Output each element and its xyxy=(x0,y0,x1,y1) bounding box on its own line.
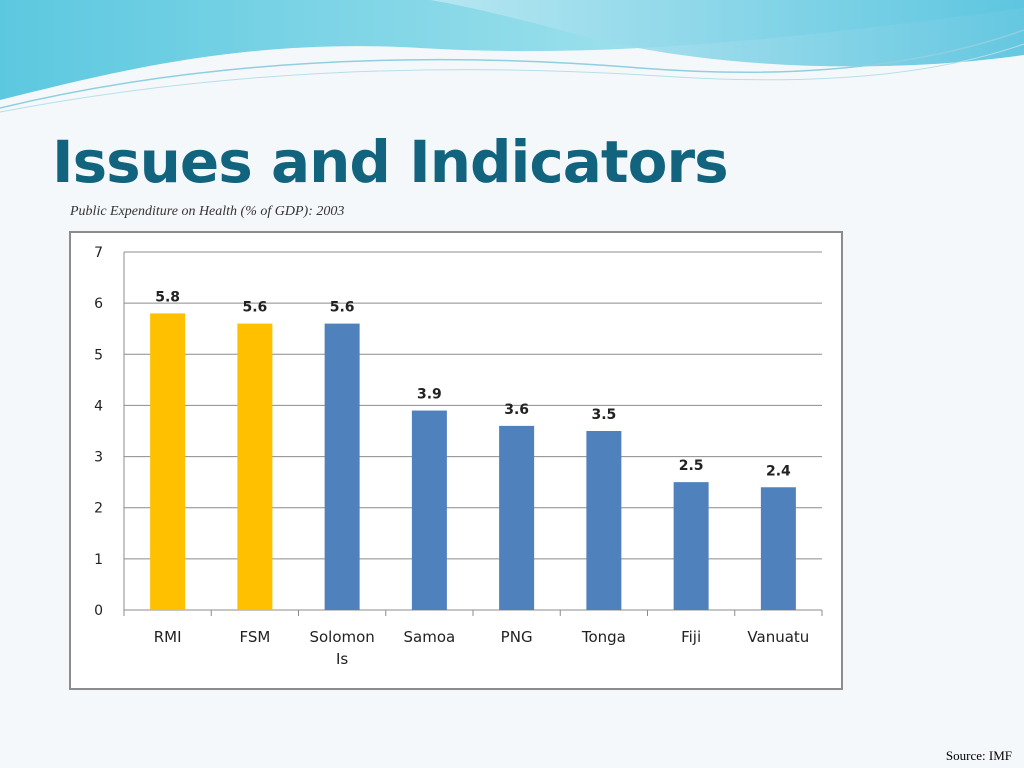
bar-value-label: 3.9 xyxy=(417,387,442,403)
slide-title: Issues and Indicators xyxy=(52,128,729,196)
bar xyxy=(324,323,360,610)
y-tick-label: 4 xyxy=(94,398,103,414)
x-category-label: Samoa xyxy=(404,628,456,646)
bar-value-label: 5.8 xyxy=(155,289,180,305)
bar-value-label: 3.5 xyxy=(591,407,616,423)
y-tick-label: 7 xyxy=(94,245,103,261)
y-tick-label: 2 xyxy=(94,501,103,517)
bar-value-label: 3.6 xyxy=(504,402,529,418)
x-category-label: FSM xyxy=(239,628,270,646)
bar xyxy=(499,425,535,610)
y-tick-label: 6 xyxy=(94,296,103,312)
bar xyxy=(150,313,186,610)
bar xyxy=(411,410,447,610)
x-category-label: RMI xyxy=(154,628,182,646)
y-tick-label: 1 xyxy=(94,552,103,568)
chart-area: 0 1 2 3 4 5 6 7 5.8 RMI 5.6 FSM 5.6 Solomon Is 3.9 Samoa… xyxy=(69,231,843,690)
x-category-label: Vanuatu xyxy=(747,628,809,646)
x-category-label: Solomon Is xyxy=(309,628,374,668)
bar-value-label: 2.4 xyxy=(766,463,791,479)
x-category-label: Tonga xyxy=(581,628,626,646)
y-tick-label: 5 xyxy=(94,347,103,363)
y-tick-label: 3 xyxy=(94,450,103,466)
bar xyxy=(760,487,796,610)
x-category-label: Fiji xyxy=(681,628,701,646)
bar-value-label: 5.6 xyxy=(242,300,267,316)
bar-value-label: 2.5 xyxy=(679,458,704,474)
source-note: Source: IMF xyxy=(945,748,1012,763)
x-category-label: PNG xyxy=(501,628,533,646)
bar xyxy=(237,323,273,610)
bar xyxy=(673,482,709,610)
bar-value-label: 5.6 xyxy=(330,300,355,316)
bar-chart: 0 1 2 3 4 5 6 7 5.8 RMI 5.6 FSM 5.6 Solomon Is 3.9 Samoa… xyxy=(94,245,823,668)
chart-title: Public Expenditure on Health (% of GDP):… xyxy=(70,204,345,219)
y-tick-label: 0 xyxy=(94,603,103,619)
bar xyxy=(586,431,622,610)
